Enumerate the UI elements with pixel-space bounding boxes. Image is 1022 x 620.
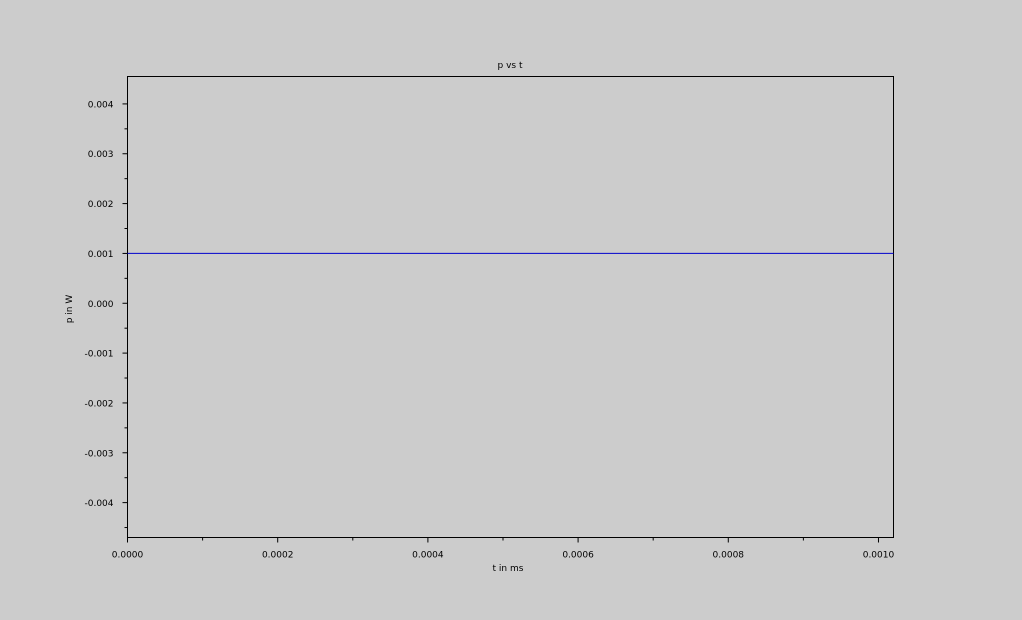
x-tick-label: 0.0002: [262, 551, 294, 561]
x-tick-label: 0.0004: [412, 551, 444, 561]
x-axis: 0.0000 0.0002 0.0004 0.0006 0.0008 0.0010: [112, 537, 895, 561]
y-tick-label: -0.003: [84, 449, 113, 459]
x-tick-label: 0.0000: [112, 551, 144, 561]
x-tick-label: 0.0010: [863, 551, 895, 561]
x-axis-label: t in ms: [493, 564, 524, 574]
y-axis-label: p in W: [65, 295, 75, 324]
plot-area-frame: [127, 76, 894, 538]
y-tick-label: 0.003: [88, 150, 114, 160]
chart-title: p vs t: [498, 61, 523, 71]
y-tick-label: 0.000: [88, 300, 114, 310]
y-axis: 0.004 0.003 0.002 0.001 0.000 -0.001 -0.002 -0.…: [84, 100, 128, 529]
y-tick-label: 0.001: [88, 250, 114, 260]
y-tick-label: -0.002: [84, 399, 113, 409]
x-tick-label: 0.0008: [713, 551, 745, 561]
y-tick-label: -0.004: [84, 499, 113, 509]
x-tick-label: 0.0006: [562, 551, 594, 561]
y-tick-label: 0.002: [88, 200, 114, 210]
y-tick-label: 0.004: [88, 100, 114, 110]
y-tick-label: -0.001: [84, 350, 113, 360]
